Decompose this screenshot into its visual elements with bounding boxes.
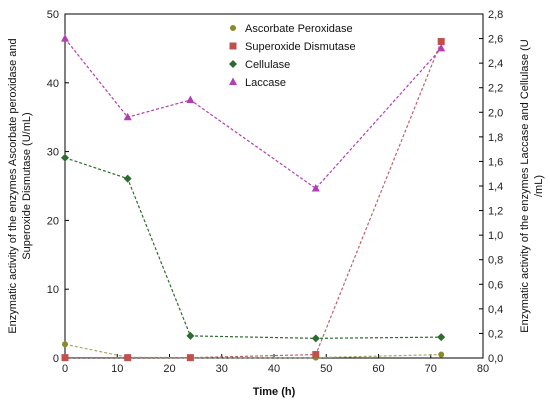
legend-item-cellulase: Cellulase xyxy=(229,59,290,71)
left-y-axis-ticks: 0 10 20 30 40 50 xyxy=(47,9,69,365)
legend-label: Ascorbate Peroxidase xyxy=(245,23,353,35)
right-y-tick-label: 2,6 xyxy=(488,34,503,46)
data-point-superoxide-dismutase xyxy=(437,38,445,46)
series-superoxide-dismutase xyxy=(61,38,445,362)
right-y-axis-title: Enzymatic activity of the enzymes Laccas… xyxy=(519,39,545,333)
right-y-axis-title-line2: /mL) xyxy=(533,175,545,197)
right-y-tick-label: 1,4 xyxy=(488,181,503,193)
series-cellulase xyxy=(61,153,446,343)
x-tick-label: 80 xyxy=(477,363,489,375)
series-laccase xyxy=(61,34,446,192)
right-y-tick-label: 0,8 xyxy=(488,255,503,267)
right-y-tick-label: 1,8 xyxy=(488,132,503,144)
legend-item-ascorbate-peroxidase: Ascorbate Peroxidase xyxy=(230,23,353,35)
x-tick-label: 30 xyxy=(216,363,228,375)
series-layer xyxy=(61,34,446,362)
data-point-laccase xyxy=(186,95,195,103)
data-point-cellulase xyxy=(123,174,132,183)
legend-marker-superoxide-dismutase xyxy=(229,42,237,50)
plot-frame xyxy=(64,13,484,359)
legend-item-superoxide-dismutase: Superoxide Dismutase xyxy=(229,41,356,53)
data-point-superoxide-dismutase xyxy=(186,354,194,362)
data-point-laccase xyxy=(311,183,320,192)
right-y-tick-label: 1,0 xyxy=(488,230,503,242)
left-y-tick-label: 0 xyxy=(53,353,59,365)
legend-label: Cellulase xyxy=(245,59,290,71)
data-point-ascorbate-peroxidase xyxy=(62,341,68,348)
data-point-ascorbate-peroxidase xyxy=(438,351,445,358)
legend-marker-ascorbate-peroxidase xyxy=(230,25,236,31)
x-tick-label: 70 xyxy=(425,363,437,375)
right-y-tick-label: 2,8 xyxy=(488,9,503,21)
data-point-cellulase xyxy=(186,331,195,340)
left-y-tick-label: 50 xyxy=(47,9,59,21)
legend-item-laccase: Laccase xyxy=(229,77,286,89)
left-y-tick-label: 40 xyxy=(47,78,59,90)
right-y-tick-label: 1,6 xyxy=(488,156,503,168)
right-y-tick-label: 2,0 xyxy=(488,107,503,119)
right-y-axis-title-line1: Enzymatic activity of the enzymes Laccas… xyxy=(519,39,531,333)
data-point-superoxide-dismutase xyxy=(124,354,132,362)
right-y-axis-ticks: 0,0 0,2 0,4 0,6 0,8 1,0 1,2 1,4 1,6 1,8 2,0 2,2 2,4 2… xyxy=(479,9,503,365)
right-y-tick-label: 0,0 xyxy=(488,353,503,365)
x-tick-label: 0 xyxy=(62,363,68,375)
data-point-superoxide-dismutase xyxy=(61,354,69,362)
right-y-tick-label: 0,4 xyxy=(488,304,503,316)
data-point-cellulase xyxy=(437,333,446,342)
right-y-tick-label: 2,2 xyxy=(488,83,503,95)
data-point-cellulase xyxy=(61,153,69,162)
left-y-axis-title: Enzymatic activity of the enzymes Ascorb… xyxy=(7,38,33,333)
data-point-cellulase xyxy=(311,334,320,343)
data-point-laccase xyxy=(61,34,69,42)
x-tick-label: 50 xyxy=(320,363,332,375)
legend-label: Laccase xyxy=(245,77,286,89)
data-point-laccase xyxy=(437,43,446,52)
right-y-tick-label: 1,2 xyxy=(488,206,503,218)
legend-marker-laccase xyxy=(229,77,237,85)
x-tick-label: 20 xyxy=(163,363,175,375)
x-axis-ticks: 0 10 20 30 40 50 60 70 80 xyxy=(62,354,489,375)
data-point-laccase xyxy=(123,112,132,121)
left-y-axis-title-line1: Enzymatic activity of the enzymes Ascorb… xyxy=(7,38,19,333)
left-y-tick-label: 10 xyxy=(47,284,59,296)
legend-marker-cellulase xyxy=(229,60,237,68)
left-y-tick-label: 20 xyxy=(47,215,59,227)
data-point-superoxide-dismutase xyxy=(312,351,320,359)
x-tick-label: 40 xyxy=(268,363,280,375)
x-tick-label: 10 xyxy=(111,363,123,375)
right-y-tick-label: 0,2 xyxy=(488,328,503,340)
left-y-tick-label: 30 xyxy=(47,147,59,159)
x-tick-label: 60 xyxy=(372,363,384,375)
right-y-tick-label: 2,4 xyxy=(488,58,503,70)
legend-label: Superoxide Dismutase xyxy=(245,41,356,53)
right-y-tick-label: 0,6 xyxy=(488,279,503,291)
x-axis-title: Time (h) xyxy=(253,386,296,398)
legend: Ascorbate Peroxidase Superoxide Dismutase… xyxy=(229,23,356,89)
left-y-axis-title-line2: Superoxide Dismutase (U/mL) xyxy=(21,112,33,259)
